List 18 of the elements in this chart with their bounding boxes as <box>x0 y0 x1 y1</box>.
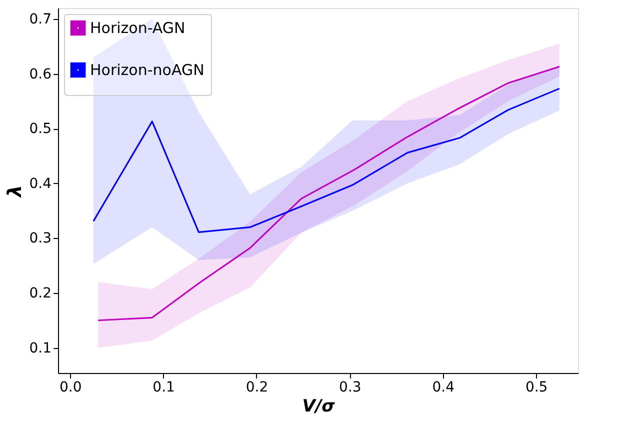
y-tick-label: 0.2 <box>29 285 52 302</box>
y-tick-label: 0.6 <box>29 66 52 82</box>
x-tick-label: 0.5 <box>525 380 548 396</box>
x-tick-label: 0.1 <box>152 380 175 396</box>
x-tick-label: 0.4 <box>432 380 455 396</box>
y-axis-title: λ <box>4 184 26 198</box>
y-tick-label: 0.4 <box>29 176 52 192</box>
line-series <box>92 88 560 233</box>
legend-label: Horizon-AGN <box>90 19 186 37</box>
x-tick-label: 0.0 <box>59 380 82 396</box>
y-tick-label: 0.5 <box>29 121 52 138</box>
legend-label: Horizon-noAGN <box>90 61 204 79</box>
x-axis-title: V/σ <box>302 396 336 416</box>
y-tick-label: 0.1 <box>29 340 52 356</box>
y-tick-label: 0.7 <box>29 11 52 28</box>
y-tick-label: 0.3 <box>29 230 52 247</box>
x-tick-label: 0.3 <box>339 380 362 396</box>
x-tick-label: 0.2 <box>246 380 268 396</box>
